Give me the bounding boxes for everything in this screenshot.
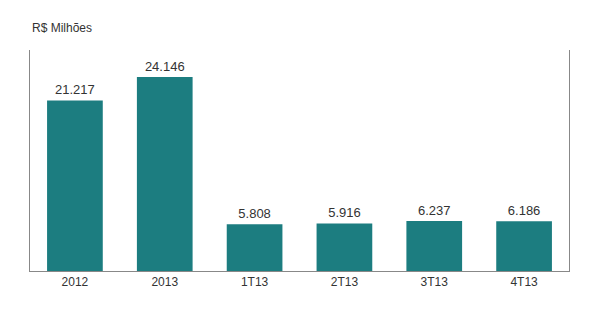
svg-text:1T13: 1T13 bbox=[241, 275, 269, 289]
svg-text:2012: 2012 bbox=[62, 275, 89, 289]
svg-text:4T13: 4T13 bbox=[510, 275, 538, 289]
svg-text:6.186: 6.186 bbox=[508, 203, 541, 218]
svg-text:21.217: 21.217 bbox=[55, 82, 95, 97]
svg-text:3T13: 3T13 bbox=[421, 275, 449, 289]
svg-text:2013: 2013 bbox=[151, 275, 178, 289]
svg-text:2T13: 2T13 bbox=[331, 275, 359, 289]
svg-text:5.916: 5.916 bbox=[328, 205, 361, 220]
svg-text:5.808: 5.808 bbox=[238, 206, 271, 221]
svg-text:24.146: 24.146 bbox=[145, 59, 185, 74]
svg-text:R$ Milhões: R$ Milhões bbox=[32, 21, 92, 35]
svg-text:6.237: 6.237 bbox=[418, 203, 451, 218]
